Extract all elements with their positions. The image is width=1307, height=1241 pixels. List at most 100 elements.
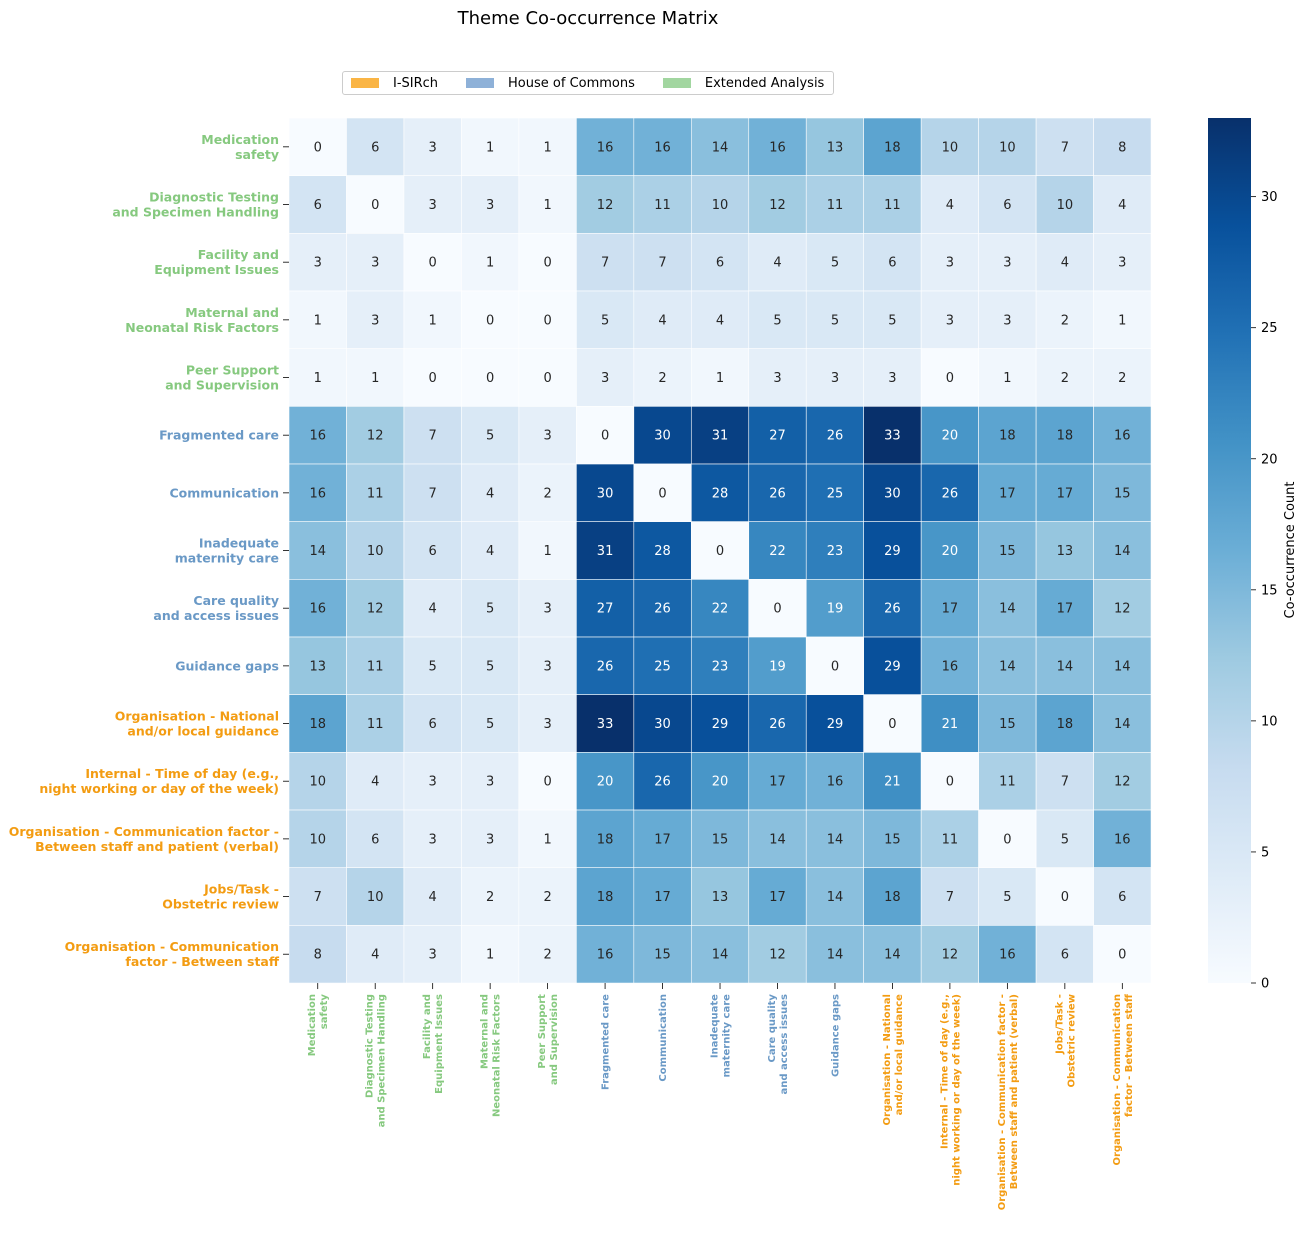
cell-value-label: 27 xyxy=(769,429,786,444)
cell-value-label: 4 xyxy=(486,486,494,501)
cell-value-label: 12 xyxy=(942,948,959,963)
cell-value-label: 1 xyxy=(1003,371,1011,386)
cell-value-label: 18 xyxy=(309,717,326,732)
cell-value-label: 3 xyxy=(486,832,494,847)
cell-value-label: 16 xyxy=(769,140,786,155)
cell-value-label: 10 xyxy=(367,544,384,559)
cell-value-label: 18 xyxy=(999,429,1016,444)
heatmap-cell xyxy=(288,348,347,407)
cell-value-label: 5 xyxy=(1003,890,1011,905)
cell-value-label: 4 xyxy=(716,313,724,328)
heatmap-cell xyxy=(1093,752,1152,811)
cell-value-label: 16 xyxy=(999,948,1016,963)
heatmap-cell xyxy=(633,579,692,638)
heatmap-cell xyxy=(633,463,692,522)
colorbar-ticks: 0 5 10 15 20 25 30 xyxy=(1251,190,1278,992)
column-tick-label-group: Guidance gaps xyxy=(830,994,841,1077)
heatmap-cell xyxy=(633,925,692,984)
cell-value-label: 4 xyxy=(371,775,379,790)
heatmap-cell xyxy=(978,463,1037,522)
cell-value-label: 7 xyxy=(314,890,322,905)
cell-value-label: 0 xyxy=(831,659,839,674)
cell-value-label: 7 xyxy=(946,890,954,905)
heatmap-cell xyxy=(978,406,1037,465)
heatmap-cell xyxy=(805,925,864,984)
cell-value-label: 10 xyxy=(309,832,326,847)
cell-value-label: 14 xyxy=(884,948,901,963)
column-tick-label: Internal - Time of day (e.g.,night worki… xyxy=(939,994,962,1186)
cell-value-label: 14 xyxy=(712,948,729,963)
cell-value-label: 5 xyxy=(1061,832,1069,847)
colorbar-tick-label: 25 xyxy=(1261,321,1278,336)
cell-value-label: 18 xyxy=(884,890,901,905)
heatmap-cell xyxy=(346,175,405,234)
cell-value-label: 17 xyxy=(942,602,959,617)
cell-value-label: 6 xyxy=(716,256,724,271)
heatmap-cell xyxy=(461,579,520,638)
heatmap-cell xyxy=(288,117,347,176)
heatmap-cell xyxy=(920,233,979,292)
cell-value-label: 19 xyxy=(827,602,844,617)
cell-value-label: 3 xyxy=(831,371,839,386)
cell-value-label: 28 xyxy=(712,486,729,501)
heatmap-cell xyxy=(863,290,922,349)
column-tick-label: Maternal andNeonatal Risk Factors xyxy=(480,994,503,1117)
heatmap-cell xyxy=(1093,175,1152,234)
heatmap-cell xyxy=(633,636,692,696)
cell-value-label: 0 xyxy=(429,256,437,271)
heatmap-cell xyxy=(633,809,692,869)
heatmap-cell xyxy=(1035,636,1094,696)
cell-value-label: 6 xyxy=(371,832,379,847)
cell-value-label: 2 xyxy=(1061,313,1069,328)
cell-value-label: 26 xyxy=(597,659,614,674)
column-tick-label-group: Maternal andNeonatal Risk Factors xyxy=(480,994,503,1117)
heatmap-cell xyxy=(403,752,462,811)
row-tick-label: Organisation - Communication factor -Bet… xyxy=(9,824,279,854)
heatmap-cell xyxy=(1035,521,1094,580)
cell-value-label: 27 xyxy=(597,602,614,617)
heatmap-cell xyxy=(518,233,577,292)
row-tick-label: Peer Support and Supervision xyxy=(165,363,279,393)
heatmap-cell xyxy=(576,463,635,522)
heatmap-cell xyxy=(805,579,864,638)
heatmap-cell xyxy=(403,117,462,176)
cell-value-label: 4 xyxy=(429,602,437,617)
heatmap-cell xyxy=(461,694,520,753)
heatmap-cell xyxy=(518,290,577,349)
heatmap-cell xyxy=(690,348,750,407)
heatmap-cell xyxy=(576,290,635,349)
heatmap-cell xyxy=(748,809,807,869)
heatmap-cell xyxy=(690,809,750,869)
cell-value-label: 6 xyxy=(314,198,322,213)
cell-value-label: 12 xyxy=(769,948,786,963)
heatmap-cell xyxy=(461,348,520,407)
heatmap-cell xyxy=(863,809,922,869)
heatmap-cell xyxy=(346,463,405,522)
heatmap-cell xyxy=(576,521,635,580)
heatmap-cell xyxy=(346,117,405,176)
heatmap-cell xyxy=(403,809,462,869)
heatmap-cell xyxy=(863,694,922,753)
heatmap-cell xyxy=(288,694,347,753)
heatmap-cell xyxy=(576,406,635,465)
column-tick-label: Medicationsafety xyxy=(307,994,330,1057)
heatmap-cell xyxy=(1035,867,1094,926)
heatmap-cell xyxy=(461,175,520,234)
cell-value-label: 10 xyxy=(1057,198,1074,213)
heatmap-cell xyxy=(863,521,922,580)
cell-value-label: 2 xyxy=(658,371,666,386)
cell-value-label: 12 xyxy=(1114,775,1131,790)
cell-value-label: 25 xyxy=(654,659,671,674)
cell-value-label: 5 xyxy=(486,602,494,617)
row-tick-label: Fragmented care xyxy=(159,428,279,443)
row-tick-labels: Medication safety Diagnostic Testing and Sp… xyxy=(9,132,289,969)
cell-value-label: 28 xyxy=(654,544,671,559)
legend-item-extended-analysis: Extended Analysis xyxy=(662,76,824,91)
heatmap-cell xyxy=(576,579,635,638)
cell-value-label: 16 xyxy=(597,948,614,963)
heatmap-cell xyxy=(690,117,750,176)
cell-value-label: 3 xyxy=(946,313,954,328)
cell-value-label: 4 xyxy=(371,948,379,963)
cell-value-label: 5 xyxy=(486,717,494,732)
cell-value-label: 0 xyxy=(314,140,322,155)
